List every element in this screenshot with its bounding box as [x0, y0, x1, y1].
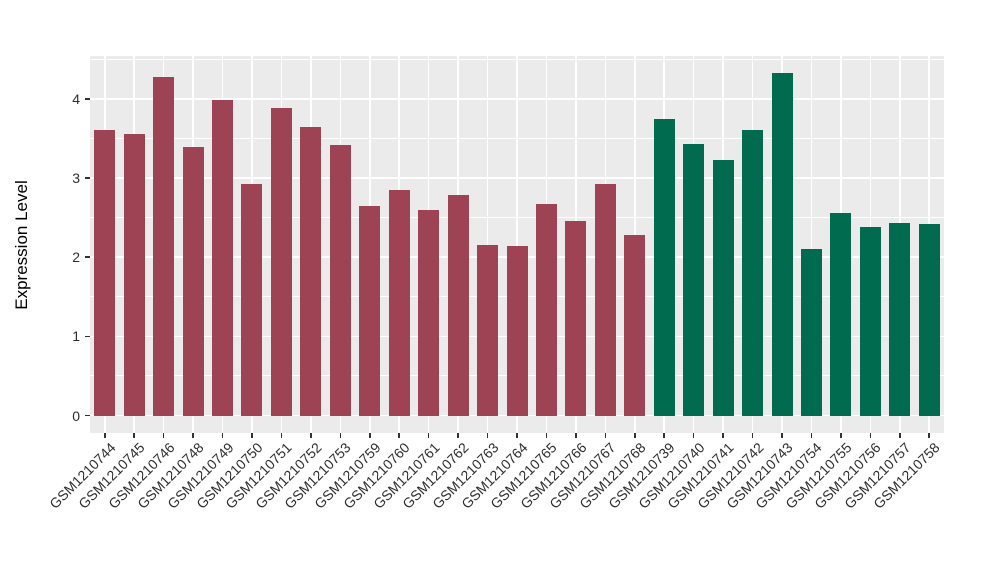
bar-GSM1210753: [329, 144, 351, 416]
bar-GSM1210760: [388, 189, 410, 416]
x-tick-mark: [663, 433, 666, 438]
bar-GSM1210758: [918, 223, 940, 416]
x-tick-mark: [575, 433, 577, 438]
bar-GSM1210751: [270, 108, 292, 416]
bar-GSM1210745: [123, 133, 145, 416]
x-tick-mark: [840, 433, 842, 438]
bar-GSM1210741: [712, 159, 734, 416]
x-tick-mark: [221, 433, 224, 438]
x-tick-mark: [368, 433, 371, 438]
bar-GSM1210754: [800, 249, 822, 416]
x-tick-mark: [162, 433, 165, 438]
x-tick-mark: [899, 433, 901, 438]
bar-GSM1210757: [889, 223, 911, 416]
y-tick-mark: [85, 177, 90, 179]
bar-GSM1210755: [830, 212, 852, 416]
x-tick-mark: [722, 433, 724, 438]
x-tick-mark: [928, 433, 931, 438]
bar-GSM1210746: [153, 76, 175, 416]
x-tick-mark: [133, 433, 135, 438]
bar-GSM1210756: [859, 227, 881, 416]
y-tick-label: 3: [72, 169, 80, 186]
x-tick-mark: [781, 433, 783, 438]
bar-GSM1210740: [683, 143, 705, 416]
y-tick-label: 4: [72, 90, 80, 107]
x-tick-mark: [251, 433, 253, 438]
y-tick-label: 2: [72, 249, 80, 266]
bar-GSM1210742: [742, 129, 764, 416]
x-tick-mark: [398, 433, 400, 438]
x-tick-mark: [751, 433, 754, 438]
x-tick-mark: [692, 433, 695, 438]
bar-GSM1210752: [300, 127, 322, 416]
x-tick-mark: [457, 433, 459, 438]
x-tick-mark: [633, 433, 636, 438]
bar-GSM1210748: [182, 147, 204, 416]
gridline-vertical-major: [486, 56, 489, 433]
y-tick-mark: [85, 335, 90, 338]
y-tick-label: 0: [72, 407, 80, 424]
x-tick-mark: [516, 433, 518, 438]
y-tick-mark: [85, 414, 90, 417]
bar-GSM1210739: [653, 119, 675, 416]
x-tick-mark: [427, 433, 430, 438]
x-tick-mark: [604, 433, 607, 438]
y-tick-mark: [85, 256, 90, 258]
bar-GSM1210766: [565, 220, 587, 416]
bar-GSM1210764: [506, 246, 528, 416]
x-tick-mark: [545, 433, 548, 438]
y-tick-label: 1: [72, 328, 80, 345]
bar-GSM1210743: [771, 73, 793, 416]
x-tick-mark: [192, 433, 194, 438]
bar-GSM1210761: [418, 210, 440, 416]
bar-GSM1210763: [477, 245, 499, 416]
bar-GSM1210765: [535, 204, 557, 416]
x-tick-mark: [310, 433, 312, 438]
gridline-vertical-major: [810, 56, 813, 433]
bar-GSM1210767: [594, 183, 616, 416]
bar-GSM1210762: [447, 195, 469, 416]
bar-GSM1210749: [212, 99, 234, 416]
gridline-vertical-major: [516, 56, 518, 433]
x-tick-mark: [339, 433, 342, 438]
y-axis-title: Expression Level: [12, 180, 31, 310]
plot-panel: [90, 56, 944, 433]
bar-GSM1210759: [359, 205, 381, 416]
bar-GSM1210768: [624, 235, 646, 416]
x-tick-mark: [869, 433, 872, 438]
x-tick-mark: [810, 433, 813, 438]
bar-GSM1210744: [94, 130, 116, 416]
x-tick-mark: [103, 433, 106, 438]
bar-GSM1210750: [241, 183, 263, 416]
y-tick-mark: [85, 97, 90, 100]
x-tick-mark: [280, 433, 283, 438]
x-tick-mark: [486, 433, 489, 438]
